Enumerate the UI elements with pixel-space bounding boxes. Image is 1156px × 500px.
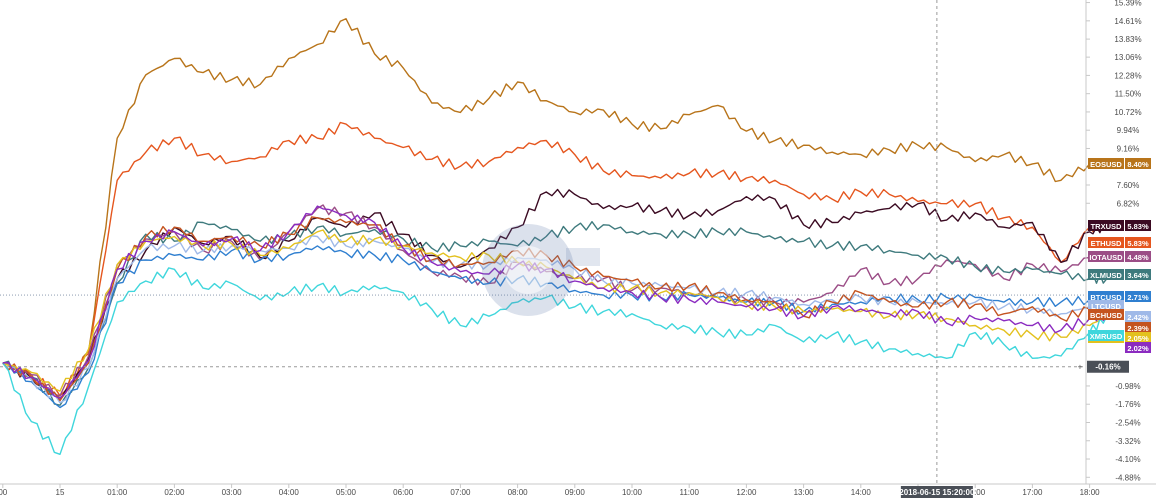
series-value-text: 2.71% bbox=[1127, 293, 1149, 302]
y-tick-label: 10.72% bbox=[1114, 108, 1141, 117]
y-tick-label: -0.98% bbox=[1115, 382, 1140, 391]
series-value-tag bbox=[1125, 158, 1151, 169]
series-name-tag bbox=[1088, 300, 1124, 311]
series-value-tag bbox=[1125, 220, 1151, 231]
series-value-tag bbox=[1125, 311, 1151, 322]
series-value-text: 2.05% bbox=[1127, 334, 1149, 343]
series-name-tag bbox=[1088, 237, 1124, 248]
x-tick-label: 16:00 bbox=[965, 488, 986, 497]
series-name-tag bbox=[1088, 330, 1124, 341]
y-tick-label: 13.83% bbox=[1114, 35, 1141, 44]
series-name-text: BCHUSD bbox=[1090, 311, 1123, 320]
y-tick-label: -2.54% bbox=[1115, 418, 1140, 427]
value-tag-text: 2.02% bbox=[1127, 344, 1149, 353]
series-value-text: 4.48% bbox=[1127, 253, 1149, 262]
y-tick-label: 12.28% bbox=[1114, 71, 1141, 80]
series-value-text: 2.39% bbox=[1127, 324, 1149, 333]
y-tick-label: 7.60% bbox=[1117, 181, 1140, 190]
series-line-unnamed[interactable] bbox=[2, 205, 1108, 399]
series-name-text: XMRUSD bbox=[1090, 332, 1123, 341]
x-tick-label: 17:00 bbox=[1022, 488, 1043, 497]
y-tick-label: -1.76% bbox=[1115, 400, 1140, 409]
series-name-text: EOSUSD bbox=[1090, 160, 1122, 169]
y-tick-label: 13.06% bbox=[1114, 53, 1141, 62]
series-value-tag bbox=[1125, 332, 1151, 343]
y-tick-label: -4.88% bbox=[1115, 473, 1140, 482]
series-line-ltcusd[interactable] bbox=[2, 235, 1108, 404]
x-tick-label: 03:00 bbox=[222, 488, 243, 497]
series-value-tag bbox=[1125, 251, 1151, 262]
x-tick-label: 18:00 bbox=[1080, 488, 1101, 497]
x-tick-label: 15 bbox=[56, 488, 65, 497]
y-tick-label: 9.94% bbox=[1117, 126, 1140, 135]
right-price-axis: 15.39% 14.61% 13.83% 13.06% 12.28% 11.50% 10.7… bbox=[1085, 0, 1142, 484]
y-tick-label: 9.16% bbox=[1117, 144, 1140, 153]
series-value-tag bbox=[1125, 291, 1151, 302]
series-name-text: BTCUSD bbox=[1090, 293, 1122, 302]
x-tick-label: 01:00 bbox=[107, 488, 128, 497]
y-tick-label: 11.50% bbox=[1115, 90, 1142, 99]
series-value-text: 5.83% bbox=[1127, 239, 1149, 248]
x-tick-label: 10:00 bbox=[622, 488, 643, 497]
y-tick-label: 14.61% bbox=[1114, 17, 1141, 26]
x-tick-label: 09:00 bbox=[565, 488, 586, 497]
crosshair-plus-icon[interactable]: + bbox=[1078, 363, 1083, 372]
series-name-tag bbox=[1088, 269, 1124, 280]
series-name-tag bbox=[1088, 309, 1124, 320]
series-line-xmrusd[interactable] bbox=[2, 267, 1108, 455]
series-name-text: TRXUSD bbox=[1091, 222, 1122, 231]
series-name-text: ETHUSD bbox=[1091, 239, 1122, 248]
series-line-trxusd[interactable] bbox=[2, 188, 1108, 402]
x-tick-label: 14:00 bbox=[851, 488, 872, 497]
series-value-text: 5.83% bbox=[1127, 222, 1149, 231]
x-tick-label: 13:00 bbox=[794, 488, 815, 497]
x-tick-label: 00 bbox=[0, 488, 8, 497]
x-tick-label: 07:00 bbox=[450, 488, 471, 497]
series-value-tag bbox=[1125, 269, 1151, 280]
series-value-text: 8.40% bbox=[1127, 160, 1149, 169]
time-axis: 00 15 01:00 02:00 03:00 04:00 05:00 06:00 07:00 0… bbox=[0, 483, 1156, 497]
x-tick-label: 06:00 bbox=[393, 488, 414, 497]
series-line-bchusd[interactable] bbox=[2, 216, 1108, 402]
series-name-tag bbox=[1088, 291, 1124, 302]
series-value-tag bbox=[1125, 237, 1151, 248]
series-line-ethusd[interactable] bbox=[2, 121, 1108, 397]
x-tick-label: 04:00 bbox=[279, 488, 300, 497]
crosshair-time-label bbox=[900, 486, 973, 498]
y-tick-label: -4.10% bbox=[1115, 455, 1140, 464]
x-tick-label: 05:00 bbox=[336, 488, 357, 497]
y-tick-label: 15.39% bbox=[1114, 0, 1141, 8]
series-name-text: IOTAUSD bbox=[1089, 253, 1123, 262]
series-line-eosusd[interactable] bbox=[2, 18, 1107, 399]
series-name-tag bbox=[1088, 251, 1124, 262]
series-name-tag bbox=[1088, 220, 1124, 231]
series-line-btcusd[interactable] bbox=[2, 245, 1108, 409]
x-tick-label: 08:00 bbox=[508, 488, 529, 497]
y-tick-label: 6.82% bbox=[1117, 199, 1140, 208]
crosshair-value-text: -0.16% bbox=[1095, 363, 1120, 372]
series-name-text: XLMUSD bbox=[1090, 271, 1122, 280]
crosshair: 2018-06-15 15:20:00 -0.16% + bbox=[0, 0, 1129, 498]
series-value-tag bbox=[1125, 322, 1151, 333]
x-tick-label: 11:00 bbox=[679, 488, 699, 497]
x-tick-label: 12:00 bbox=[736, 488, 757, 497]
series-name-tag bbox=[1088, 158, 1124, 169]
series-layer bbox=[2, 18, 1108, 455]
series-value-text: 2.42% bbox=[1127, 313, 1149, 322]
series-line-xlmusd[interactable] bbox=[2, 221, 1108, 406]
y-tick-label: -3.32% bbox=[1115, 437, 1140, 446]
series-value-text: 3.64% bbox=[1127, 271, 1149, 280]
crosshair-time-text: 2018-06-15 15:20:00 bbox=[899, 488, 975, 497]
value-tag bbox=[1125, 342, 1151, 353]
x-tick-label: 02:00 bbox=[164, 488, 185, 497]
series-name-text: LTCUSD bbox=[1091, 302, 1121, 311]
series-value-tags: EOSUSD 8.40% ETHUSD 5.83% TRXUSD 5.83% IOTAUSD… bbox=[1088, 158, 1151, 353]
crosshair-value-label bbox=[1087, 360, 1129, 373]
